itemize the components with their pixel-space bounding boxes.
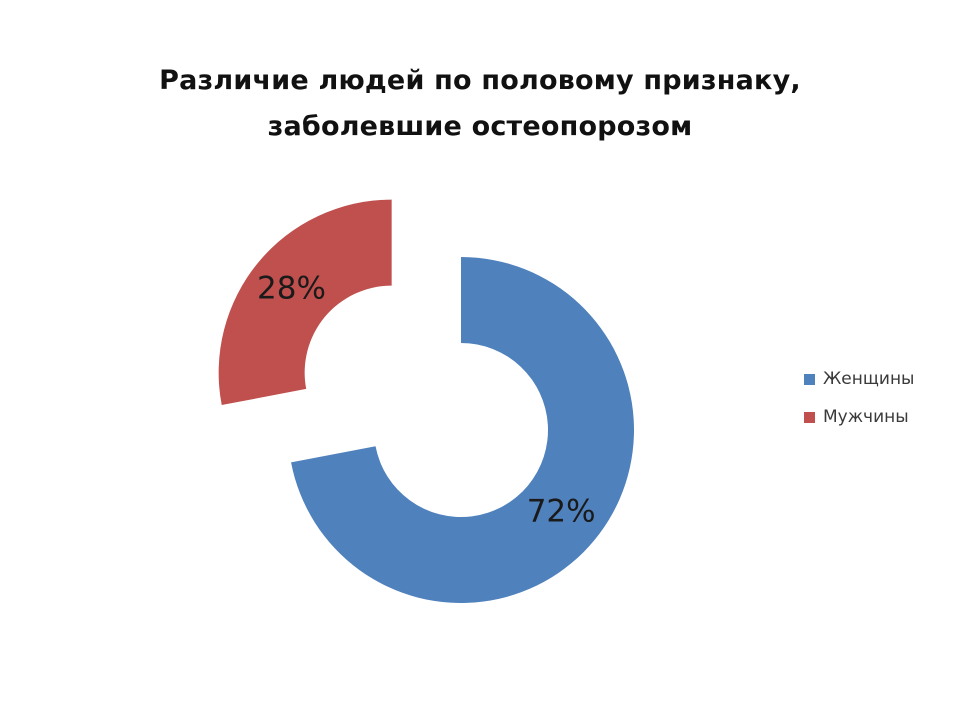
slice-label-women: 72% [527, 493, 596, 529]
legend-item-men: Мужчины [804, 406, 914, 428]
legend-label-women: Женщины [823, 369, 915, 389]
slice-women [291, 257, 634, 603]
legend-swatch-women [804, 373, 815, 385]
legend-label-men: Мужчины [823, 407, 909, 427]
chart-title: Различие людей по половому признаку, заб… [80, 58, 880, 150]
legend: Женщины Мужчины [804, 368, 914, 444]
slices [218, 199, 634, 603]
chart-title-line-2: заболевшие остеопорозом [267, 111, 693, 142]
legend-item-women: Женщины [804, 368, 914, 390]
chart-title-line-1: Различие людей по половому признаку, [159, 65, 801, 96]
slice-men [218, 199, 392, 406]
slice-labels: 72% 28% [257, 270, 596, 529]
slice-label-men: 28% [257, 270, 326, 306]
legend-swatch-men [804, 411, 815, 423]
